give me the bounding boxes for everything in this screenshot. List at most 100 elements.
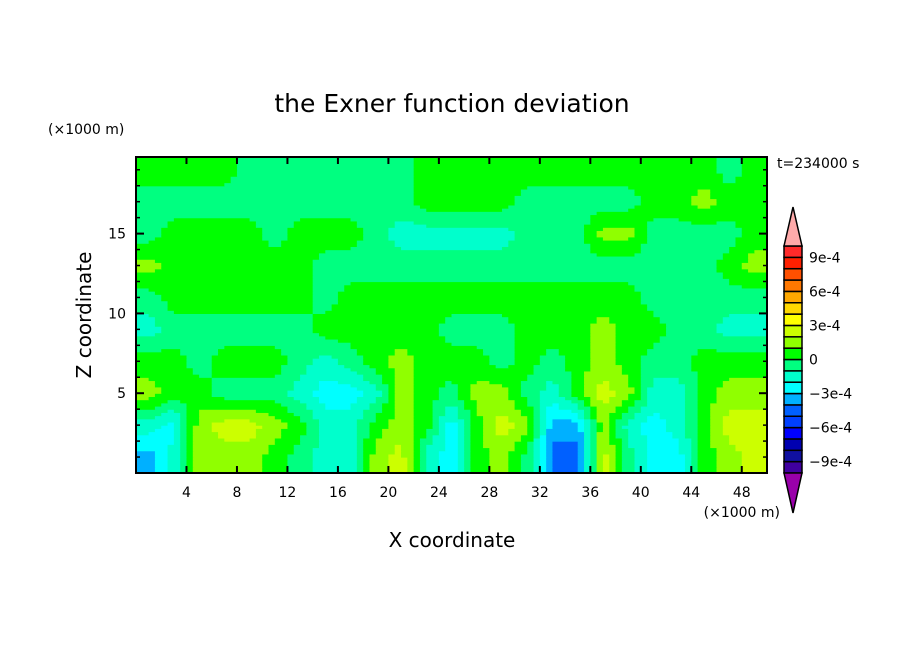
contour-cell bbox=[647, 386, 686, 391]
contour-cell bbox=[180, 469, 188, 474]
contour-cell bbox=[312, 329, 440, 334]
contour-cell bbox=[394, 390, 415, 394]
contour-cell bbox=[615, 460, 623, 465]
contour-cell bbox=[136, 415, 156, 420]
contour-cell bbox=[325, 335, 446, 340]
contour-cell bbox=[716, 163, 743, 168]
contour-cell bbox=[527, 425, 535, 429]
contour-cell bbox=[584, 441, 591, 445]
contour-cell bbox=[136, 469, 156, 474]
contour-cell bbox=[691, 198, 718, 203]
contour-cell bbox=[514, 332, 591, 337]
contour-cell bbox=[634, 284, 743, 289]
contour-cell bbox=[716, 348, 768, 353]
contour-cell bbox=[293, 444, 320, 449]
contour-cell bbox=[590, 345, 617, 350]
colorbar-swatch bbox=[783, 381, 803, 395]
contour-cell bbox=[666, 418, 686, 423]
contour-cell bbox=[136, 421, 169, 426]
contour-cell bbox=[413, 412, 434, 417]
contour-cell bbox=[647, 239, 737, 244]
contour-cell bbox=[628, 236, 648, 241]
contour-cell bbox=[438, 453, 459, 458]
contour-cell bbox=[457, 396, 472, 401]
contour-cell bbox=[722, 252, 749, 257]
contour-cell bbox=[710, 412, 730, 417]
contour-cell bbox=[394, 409, 415, 413]
contour-cell bbox=[684, 393, 699, 397]
contour-cell bbox=[684, 418, 699, 423]
contour-cell bbox=[584, 466, 591, 471]
contour-cell bbox=[609, 380, 629, 385]
contour-cell bbox=[476, 405, 516, 410]
contour-cell bbox=[697, 431, 711, 436]
contour-cell bbox=[426, 428, 440, 433]
contour-cell bbox=[287, 358, 314, 362]
contour-cell bbox=[337, 291, 642, 295]
contour-cell bbox=[363, 457, 371, 461]
contour-cell bbox=[653, 345, 768, 350]
contour-cell bbox=[136, 364, 188, 369]
contour-cell bbox=[325, 402, 352, 407]
contour-cell bbox=[691, 437, 699, 442]
contour-cell bbox=[287, 227, 364, 232]
contour-cell bbox=[312, 316, 446, 321]
contour-cell bbox=[508, 453, 522, 458]
contour-cell bbox=[470, 396, 509, 401]
contour-cell bbox=[571, 390, 585, 394]
contour-cell bbox=[180, 425, 188, 429]
contour-cell bbox=[167, 447, 181, 452]
contour-cell bbox=[388, 453, 402, 458]
contour-cell bbox=[161, 390, 213, 394]
contour-cell bbox=[647, 220, 692, 225]
contour-cell bbox=[136, 354, 188, 359]
contour-cell bbox=[501, 246, 591, 251]
contour-cell bbox=[533, 457, 541, 461]
contour-cell bbox=[527, 418, 535, 423]
contour-cell bbox=[438, 329, 516, 334]
contour-cell bbox=[729, 278, 768, 283]
contour-cell bbox=[735, 220, 768, 225]
contour-cell bbox=[274, 441, 301, 445]
contour-cell bbox=[287, 409, 314, 413]
contour-cell bbox=[413, 157, 718, 161]
contour-cell bbox=[577, 457, 585, 461]
contour-cell bbox=[388, 393, 396, 397]
contour-cell bbox=[546, 444, 554, 449]
contour-cell bbox=[445, 405, 459, 410]
contour-cell bbox=[312, 268, 718, 273]
contour-cell bbox=[419, 457, 427, 461]
contour-cell bbox=[382, 390, 389, 394]
contour-cell bbox=[199, 409, 257, 413]
contour-cell bbox=[388, 466, 408, 471]
contour-cell bbox=[438, 463, 459, 468]
contour-cell bbox=[552, 444, 579, 449]
contour-cell bbox=[136, 303, 169, 308]
contour-cell bbox=[363, 415, 377, 420]
contour-cell bbox=[539, 361, 566, 366]
contour-cell bbox=[684, 386, 699, 391]
contour-cell bbox=[318, 425, 358, 429]
contour-cell bbox=[306, 364, 345, 369]
contour-cell bbox=[621, 460, 636, 465]
contour-cell bbox=[457, 447, 465, 452]
contour-cell bbox=[546, 453, 554, 458]
contour-cell bbox=[136, 265, 162, 270]
contour-cell bbox=[394, 393, 415, 397]
contour-cell bbox=[192, 444, 270, 449]
contour-cell bbox=[445, 319, 509, 324]
y-tick-label: 10 bbox=[108, 306, 126, 322]
contour-cell bbox=[419, 466, 427, 471]
x-axis-label: X coordinate bbox=[389, 528, 516, 552]
contour-cell bbox=[211, 374, 276, 378]
contour-cell bbox=[691, 460, 699, 465]
contour-cell bbox=[470, 383, 503, 388]
contour-cell bbox=[508, 390, 522, 394]
colorbar-label: −3e-4 bbox=[809, 387, 852, 403]
contour-cell bbox=[281, 351, 358, 356]
contour-cell bbox=[741, 160, 768, 164]
colorbar-label: 0 bbox=[809, 353, 818, 369]
contour-cell bbox=[438, 386, 459, 391]
contour-cell bbox=[306, 428, 320, 433]
contour-cell bbox=[445, 447, 459, 452]
